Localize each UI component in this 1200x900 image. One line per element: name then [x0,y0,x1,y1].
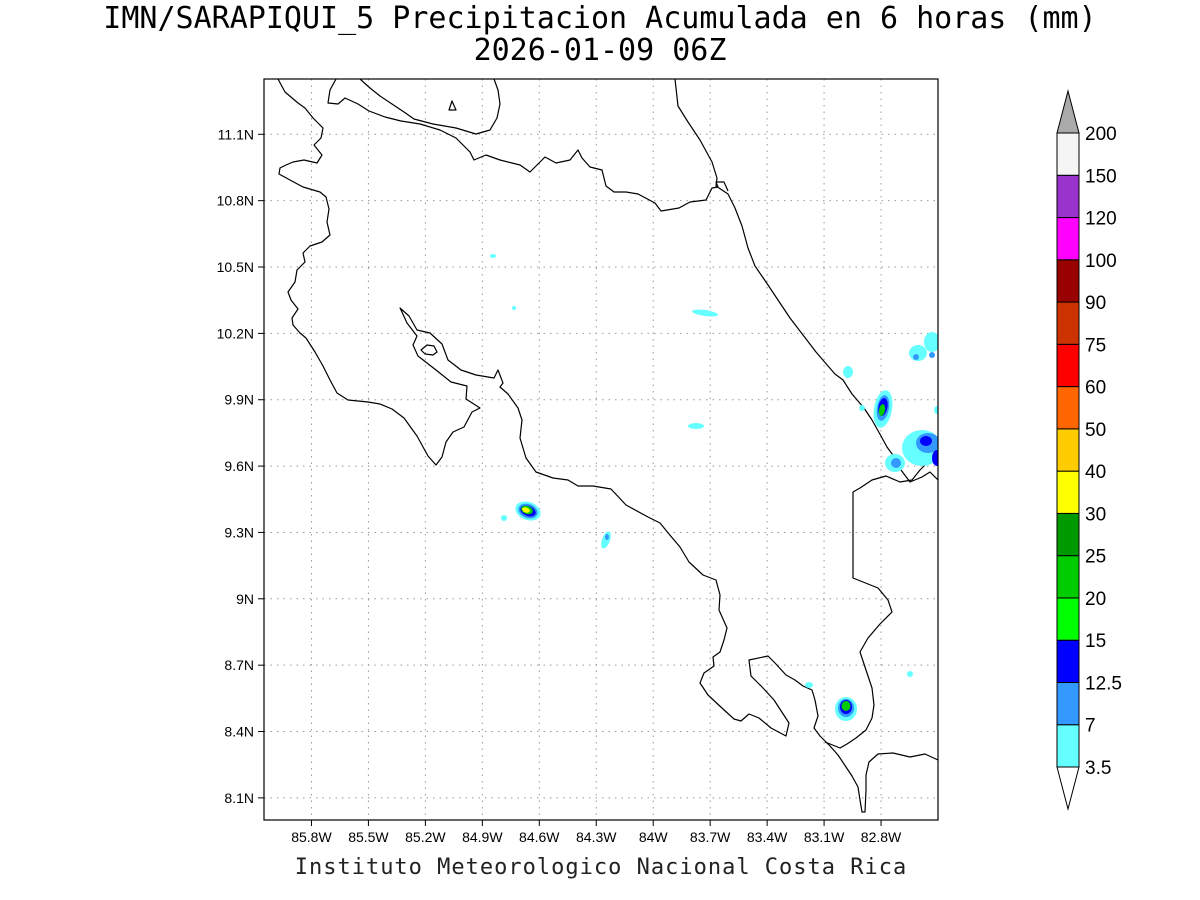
precip-cell [932,450,938,466]
x-tick-label: 85.2W [405,829,446,845]
legend-swatch [1056,428,1080,472]
x-tick-label: 85.8W [291,829,332,845]
legend-swatch [1056,301,1080,345]
precip-cell [841,701,851,711]
legend-swatch [1056,174,1080,219]
precip-cell [490,254,496,258]
legend-swatch [1056,470,1080,514]
legend-label: 90 [1085,293,1106,314]
y-tick-label: 10.2N [217,325,254,341]
legend-label: 120 [1085,209,1117,230]
y-tick-label: 9.6N [224,458,254,474]
legend-label: 75 [1085,335,1106,356]
precip-cell [605,534,609,540]
y-tick-label: 9N [236,591,254,607]
legend-label: 200 [1085,124,1117,145]
x-tick-label: 84.6W [519,829,560,845]
map-frame [263,78,939,821]
legend-label: 25 [1085,547,1106,568]
lake-nicaragua-shore [359,79,501,135]
northern-border [327,79,729,212]
precip-cell [891,458,901,468]
precip-cell [878,404,886,416]
legend-over-arrow [1056,89,1080,134]
x-tick-label: 82.8W [861,829,902,845]
precipitation-field [490,254,938,721]
x-tick-label: 83.4W [747,829,788,845]
y-tick-label: 8.4N [224,724,254,740]
y-tick-label: 8.7N [224,657,254,673]
legend-label: 100 [1085,251,1117,272]
legend-label: 30 [1085,504,1106,525]
precip-cell [907,671,913,677]
precip-cell [522,507,530,513]
pacific-coastline [277,79,938,813]
legend-swatch [1056,555,1080,599]
y-tick-label: 8.1N [224,790,254,806]
y-tick-label: 10.5N [217,259,254,275]
legend-label: 3.5 [1085,758,1111,779]
x-tick-label: 85.5W [348,829,389,845]
precip-cell [512,306,516,310]
map-datetime: 2026-01-09 06Z [473,33,727,68]
legend-label: 15 [1085,631,1106,652]
x-tick-label: 84.3W [576,829,617,845]
legend-label: 40 [1085,462,1106,483]
legend-swatch [1056,512,1080,557]
precip-cell [929,352,935,358]
institution-footer: Instituto Meteorologico Nacional Costa R… [294,855,908,880]
precip-cell [924,332,938,352]
map-axes: 85.8W 85.5W 85.2W 84.9W 84.6W 84.3W 84W 83.7W 83… [217,126,902,845]
legend-under-arrow [1056,766,1080,811]
legend-label: 12.5 [1085,673,1122,694]
legend-swatch [1056,217,1080,261]
precip-cell [601,531,611,549]
legend-label: 50 [1085,420,1106,441]
precip-cell [805,682,813,688]
legend-swatch [1056,681,1080,726]
island-lake [448,100,457,111]
x-tick-label: 84W [639,829,669,845]
legend-label: 60 [1085,378,1106,399]
y-tick-label: 10.8N [217,193,254,209]
x-tick-label: 84.9W [462,829,503,845]
x-tick-label: 83.7W [690,829,731,845]
legend-swatch [1056,597,1080,641]
panama-border [824,459,938,749]
precip-cell [692,309,718,317]
y-tick-label: 9.3N [224,524,254,540]
caribbean-coastline [674,79,938,483]
precip-cell [913,354,919,360]
legend-label: 150 [1085,166,1117,187]
island-isla-caballo [420,344,438,356]
precip-cell [920,436,932,446]
precip-cell [501,515,507,521]
x-tick-label: 83.1W [804,829,845,845]
legend-swatch [1056,343,1080,388]
legend-swatch [1056,259,1080,303]
legend-swatch [1056,386,1080,430]
legend-label: 20 [1085,589,1106,610]
precip-cell [843,366,853,378]
legend-swatch [1056,724,1080,768]
legend-swatch [1056,132,1080,176]
y-tick-label: 9.9N [224,392,254,408]
precip-cell [688,423,704,429]
legend-swatch [1056,639,1080,683]
legend-label: 7 [1085,716,1096,737]
precip-cell [859,405,865,411]
map-title: IMN/SARAPIQUI_5 Precipitacion Acumulada … [103,1,1097,36]
precip-cell [934,406,938,414]
y-tick-label: 11.1N [218,126,254,142]
color-legend: 3.5 7 12.5 15 20 25 30 40 50 60 75 90 100 120 150 200 [1056,89,1122,811]
